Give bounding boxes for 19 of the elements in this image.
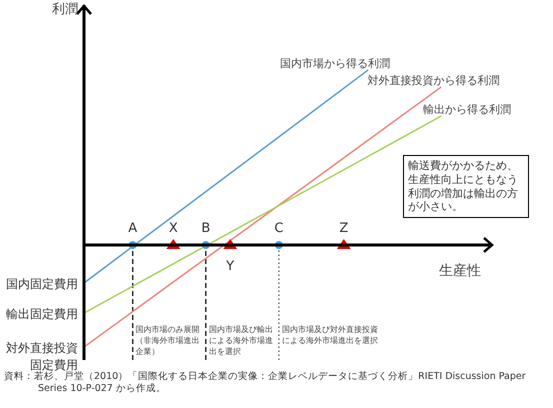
text: 国内固定費用 bbox=[6, 276, 78, 291]
ref-line-label: 国内市場のみ展開（非海外市場進出企業） bbox=[136, 325, 200, 356]
series-label: 国内市場から得る利潤 bbox=[280, 56, 390, 70]
text: 輸出固定費用 bbox=[6, 307, 78, 322]
x-tick-label: C bbox=[274, 220, 284, 236]
y-axis-title: 利潤 bbox=[51, 1, 78, 18]
text: 資料：若杉、戸堂（2010）「国際化する日本企業の実像：企業レベルデータに基づく分析」RIETI Discussion Paper Series 10-P-027 から作成。 bbox=[4, 371, 527, 396]
x-tick-label: Y bbox=[225, 258, 234, 274]
ref-line-label: 国内市場及び対外直接投資による海外市場進出を選択 bbox=[282, 325, 378, 345]
x-tick-label: B bbox=[201, 220, 210, 236]
text: 対外直接投資固定費用 bbox=[6, 341, 78, 372]
x-tick-label: Z bbox=[339, 220, 348, 236]
x-tick-label: A bbox=[128, 220, 138, 236]
series-label: 対外直接投資から得る利潤 bbox=[368, 74, 500, 87]
annotation: 輸送費がかかるため、生産性向上にともなう利潤の増加は輸出の方が小さい。 bbox=[403, 155, 529, 218]
x-axis-title: 生産性 bbox=[439, 262, 481, 279]
x-tick-label: X bbox=[168, 220, 178, 236]
ref-line-label: 国内市場及び輸出による海外市場進出を選択 bbox=[208, 325, 273, 356]
series-label: 輸出から得る利潤 bbox=[422, 102, 511, 116]
